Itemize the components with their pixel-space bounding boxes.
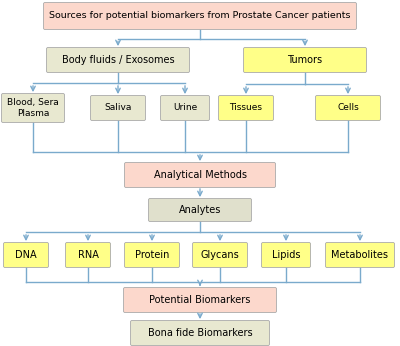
FancyBboxPatch shape <box>244 47 366 73</box>
FancyBboxPatch shape <box>90 95 146 120</box>
FancyBboxPatch shape <box>124 163 276 188</box>
Text: RNA: RNA <box>78 250 98 260</box>
Text: Sources for potential biomarkers from Prostate Cancer patients: Sources for potential biomarkers from Pr… <box>49 11 351 20</box>
FancyBboxPatch shape <box>148 199 252 221</box>
FancyBboxPatch shape <box>218 95 274 120</box>
FancyBboxPatch shape <box>124 288 276 312</box>
FancyBboxPatch shape <box>46 47 190 73</box>
Text: DNA: DNA <box>15 250 37 260</box>
FancyBboxPatch shape <box>326 243 394 267</box>
FancyBboxPatch shape <box>44 2 356 29</box>
Text: Cells: Cells <box>337 103 359 112</box>
FancyBboxPatch shape <box>2 93 64 122</box>
FancyBboxPatch shape <box>160 95 210 120</box>
Text: Urine: Urine <box>173 103 197 112</box>
Text: Saliva: Saliva <box>104 103 132 112</box>
Text: Analytes: Analytes <box>179 205 221 215</box>
FancyBboxPatch shape <box>192 243 248 267</box>
Text: Metabolites: Metabolites <box>332 250 388 260</box>
FancyBboxPatch shape <box>124 243 180 267</box>
FancyBboxPatch shape <box>4 243 48 267</box>
Text: Lipids: Lipids <box>272 250 300 260</box>
FancyBboxPatch shape <box>130 320 270 346</box>
FancyBboxPatch shape <box>66 243 110 267</box>
Text: Analytical Methods: Analytical Methods <box>154 170 246 180</box>
Text: Glycans: Glycans <box>201 250 239 260</box>
Text: Tumors: Tumors <box>288 55 322 65</box>
FancyBboxPatch shape <box>262 243 310 267</box>
FancyBboxPatch shape <box>316 95 380 120</box>
Text: Body fluids / Exosomes: Body fluids / Exosomes <box>62 55 174 65</box>
Text: Protein: Protein <box>135 250 169 260</box>
Text: Bona fide Biomarkers: Bona fide Biomarkers <box>148 328 252 338</box>
Text: Tissues: Tissues <box>230 103 262 112</box>
Text: Potential Biomarkers: Potential Biomarkers <box>149 295 251 305</box>
Text: Blood, Sera
Plasma: Blood, Sera Plasma <box>7 98 59 118</box>
